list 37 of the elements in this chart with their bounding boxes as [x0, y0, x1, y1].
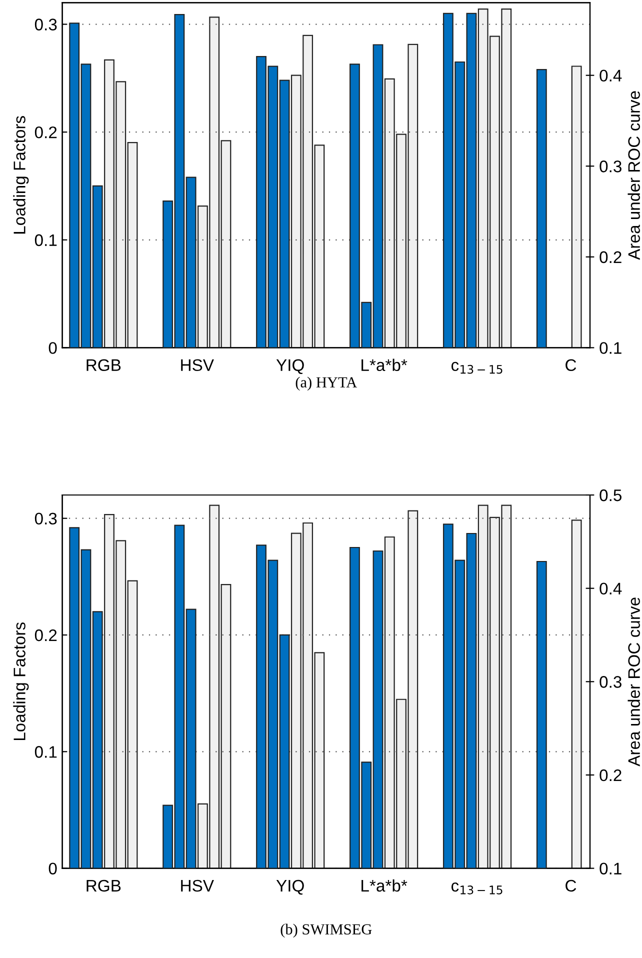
x-tick-label: YIQ	[276, 359, 304, 374]
y2-tick-label: 0.5	[600, 489, 622, 502]
x-tick-label: HSV	[181, 359, 214, 372]
y-tick-label: 0	[48, 342, 57, 354]
y-axis-title: Loading Factors	[13, 116, 29, 234]
y2-tick-label: 0.1	[600, 342, 622, 354]
y2-tick-label: 0.4	[600, 70, 622, 82]
y-tick-label: 0.1	[34, 746, 57, 758]
x-tick-label: C	[566, 880, 576, 892]
bar	[536, 560, 547, 868]
x-tick-label: RGB	[86, 880, 121, 892]
x-tick-label: c$_{13−15}$	[451, 362, 502, 374]
y-tick-label: 0.2	[34, 126, 57, 138]
y-tick-label: 0.3	[34, 18, 57, 30]
text: (a) HYTA	[296, 376, 358, 391]
y2-tick-label: 0.1	[600, 862, 622, 875]
x-tick-label: c$_{13−15}$	[451, 882, 502, 894]
x-tick-label: RGB	[86, 359, 121, 372]
y-tick-label: 0	[48, 862, 57, 875]
y-axis-title: Loading Factors	[13, 622, 29, 740]
text: (b) SWIMSEG	[280, 924, 372, 938]
y-tick-label: 0.3	[34, 512, 57, 525]
y2-tick-label: 0.4	[600, 582, 622, 595]
x-tick-label: YIQ	[276, 880, 304, 895]
y-tick-label: 0.1	[34, 234, 57, 246]
x-tick-label: L*a*b*	[362, 879, 408, 892]
y2-tick-label: 0.2	[600, 251, 622, 264]
y2-tick-label: 0.2	[600, 769, 622, 782]
x-tick-label: C	[566, 359, 576, 372]
y-tick-label: 0.2	[34, 629, 57, 642]
bar	[536, 68, 547, 348]
y2-axis-title: Area under ROC curve	[628, 598, 640, 766]
x-tick-label: L*a*b*	[362, 358, 408, 372]
x-tick-label: HSV	[181, 880, 214, 892]
y2-tick-label: 0.3	[600, 676, 622, 688]
y2-tick-label: 0.3	[600, 160, 622, 172]
y2-axis-title: Area under ROC curve	[628, 91, 640, 260]
